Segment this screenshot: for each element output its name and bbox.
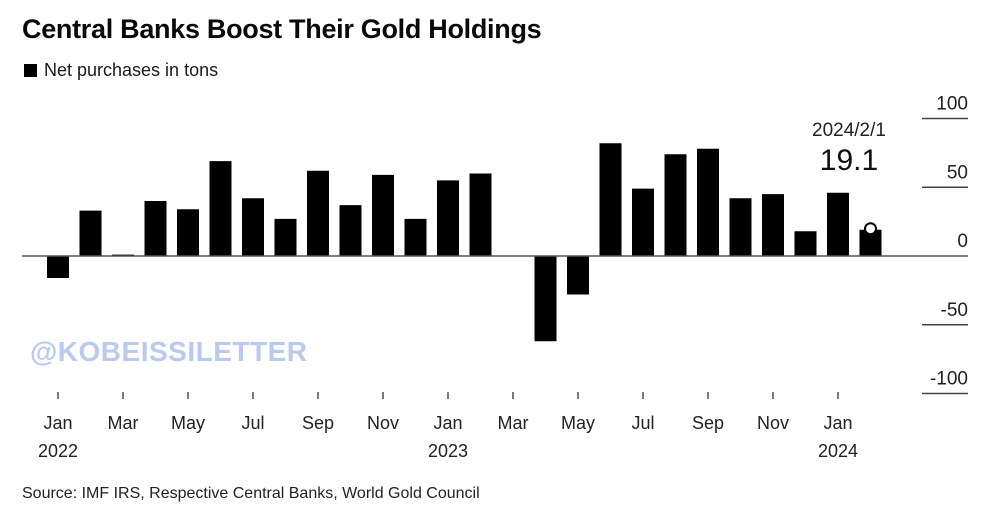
bar-2022-10 (339, 205, 362, 256)
bar-2023-10 (729, 198, 752, 256)
x-tick-month: Nov (757, 413, 789, 433)
annotation-date: 2024/2/1 (812, 120, 886, 141)
x-tick-year: 2024 (818, 441, 858, 461)
x-tick-month: Jan (433, 413, 462, 433)
bar-2024-01 (827, 192, 849, 256)
bar-2023-12 (794, 231, 817, 256)
x-tick-month: Jan (823, 413, 852, 433)
x-tick-month: Sep (692, 413, 724, 433)
legend-swatch (24, 64, 37, 77)
chart-title: Central Banks Boost Their Gold Holdings (22, 14, 542, 44)
y-tick-label: 50 (947, 162, 968, 183)
bar-2023-11 (762, 194, 784, 256)
bar-2022-07 (242, 198, 264, 256)
highlight-marker (864, 222, 877, 236)
legend-label: Net purchases in tons (44, 60, 219, 80)
bar-2024-02 (859, 229, 882, 256)
x-tick-month: Mar (108, 413, 139, 433)
bar-2023-01 (437, 180, 459, 256)
x-tick-month: May (561, 413, 595, 433)
x-tick-year: 2022 (38, 441, 78, 461)
bar-2022-08 (274, 218, 297, 256)
bar-2022-06 (209, 161, 232, 256)
y-tick-label: 100 (936, 94, 968, 115)
y-tick-label: -100 (930, 369, 968, 390)
bar-2023-08 (664, 154, 687, 256)
y-tick-label: -50 (941, 300, 968, 321)
bar-2022-04 (144, 201, 167, 256)
x-tick-month: May (171, 413, 205, 433)
x-tick-year: 2023 (428, 441, 468, 461)
bar-2022-11 (372, 174, 394, 256)
x-tick-month: Sep (302, 413, 334, 433)
bar-2023-09 (697, 148, 719, 256)
bar-2022-05 (177, 209, 199, 256)
bar-2022-12 (404, 218, 427, 256)
bar-2023-05 (567, 256, 589, 295)
bars-group (47, 143, 882, 342)
x-tick-month: Mar (498, 413, 529, 433)
y-tick-label: 0 (957, 231, 968, 252)
bar-2022-01 (47, 256, 69, 278)
x-tick-month: Jul (631, 413, 654, 433)
bar-2023-07 (632, 188, 654, 256)
watermark: @KOBEISSILETTER (30, 336, 308, 367)
bar-2022-02 (79, 210, 102, 256)
x-axis: Jan 2022 Mar May Jul Sep Nov Jan 2023 Mar May Jul Se… (38, 392, 858, 461)
annotation-value: 19.1 (820, 144, 878, 177)
bar-2023-06 (599, 143, 622, 256)
x-tick-month: Nov (367, 413, 399, 433)
x-tick-month: Jul (241, 413, 264, 433)
bar-2023-04 (534, 256, 557, 342)
bar-2023-02 (469, 173, 492, 256)
bar-2022-09 (307, 170, 329, 256)
legend: Net purchases in tons (24, 60, 218, 81)
annotation: 2024/2/1 19.1 (812, 120, 886, 236)
source-note: Source: IMF IRS, Respective Central Bank… (22, 485, 480, 502)
x-tick-month: Jan (43, 413, 72, 433)
y-axis: 100 50 0 -50 -100 (22, 94, 968, 395)
